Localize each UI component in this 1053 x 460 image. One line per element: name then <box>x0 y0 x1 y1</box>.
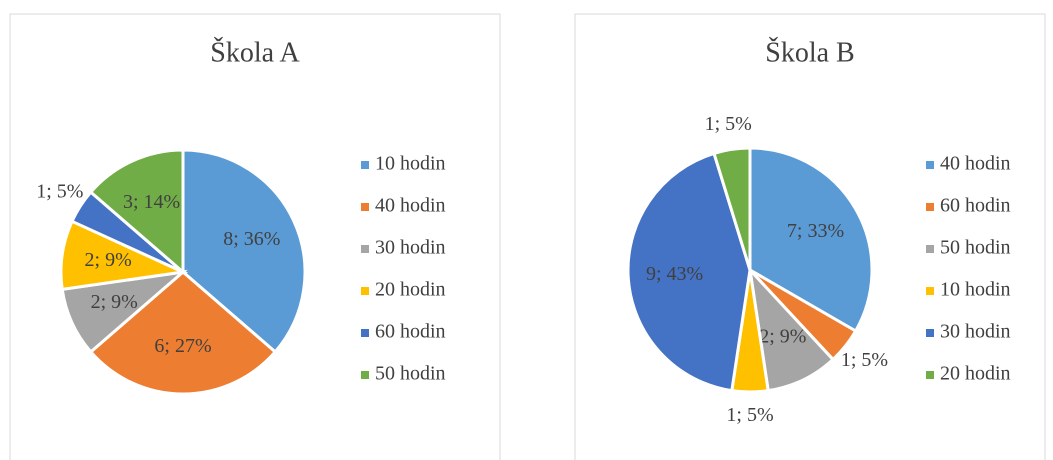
pie-slice <box>748 146 874 334</box>
data-label: 2; 9% <box>759 326 806 348</box>
legend-swatch <box>926 371 934 379</box>
pie-slice <box>626 151 752 393</box>
legend-swatch <box>926 161 934 169</box>
data-label: 9; 43% <box>646 263 703 285</box>
legend-swatch <box>926 329 934 337</box>
chart-title: Škola B <box>765 37 854 68</box>
pie-slice <box>88 148 185 276</box>
legend-swatch <box>361 287 369 295</box>
legend-swatch <box>361 371 369 379</box>
legend-swatch <box>926 287 934 295</box>
legend-label: 40 hodin <box>940 153 1011 175</box>
legend-label: 10 hodin <box>940 279 1011 301</box>
chart-title: Škola A <box>210 37 300 68</box>
legend-swatch <box>361 329 369 337</box>
legend-swatch <box>361 161 369 169</box>
legend-label: 20 hodin <box>940 363 1011 385</box>
legend-swatch <box>926 245 934 253</box>
data-label: 1; 5% <box>705 113 752 135</box>
data-label: 1; 5% <box>841 349 888 371</box>
legend-label: 10 hodin <box>375 153 446 175</box>
legend-label: 50 hodin <box>940 237 1011 259</box>
data-label: 1; 5% <box>36 180 83 202</box>
legend-swatch <box>361 203 369 211</box>
legend-label: 30 hodin <box>375 237 446 259</box>
data-label: 3; 14% <box>123 191 180 213</box>
pie-slice <box>181 148 307 355</box>
panel-a <box>9 13 501 460</box>
data-label: 6; 27% <box>154 335 211 357</box>
pie-slice <box>712 146 752 271</box>
legend-label: 40 hodin <box>375 195 446 217</box>
data-label: 2; 9% <box>85 249 132 271</box>
data-label: 1; 5% <box>726 404 773 426</box>
legend-label: 60 hodin <box>940 195 1011 217</box>
legend-swatch <box>361 245 369 253</box>
data-label: 7; 33% <box>787 220 844 242</box>
panel-b <box>574 13 1046 460</box>
data-label: 8; 36% <box>223 228 280 250</box>
legend-swatch <box>926 203 934 211</box>
data-label: 2; 9% <box>91 291 138 313</box>
legend-label: 50 hodin <box>375 363 446 385</box>
legend-label: 20 hodin <box>375 279 446 301</box>
legend-label: 30 hodin <box>940 321 1011 343</box>
legend-label: 60 hodin <box>375 321 446 343</box>
pie-slice <box>88 270 278 396</box>
